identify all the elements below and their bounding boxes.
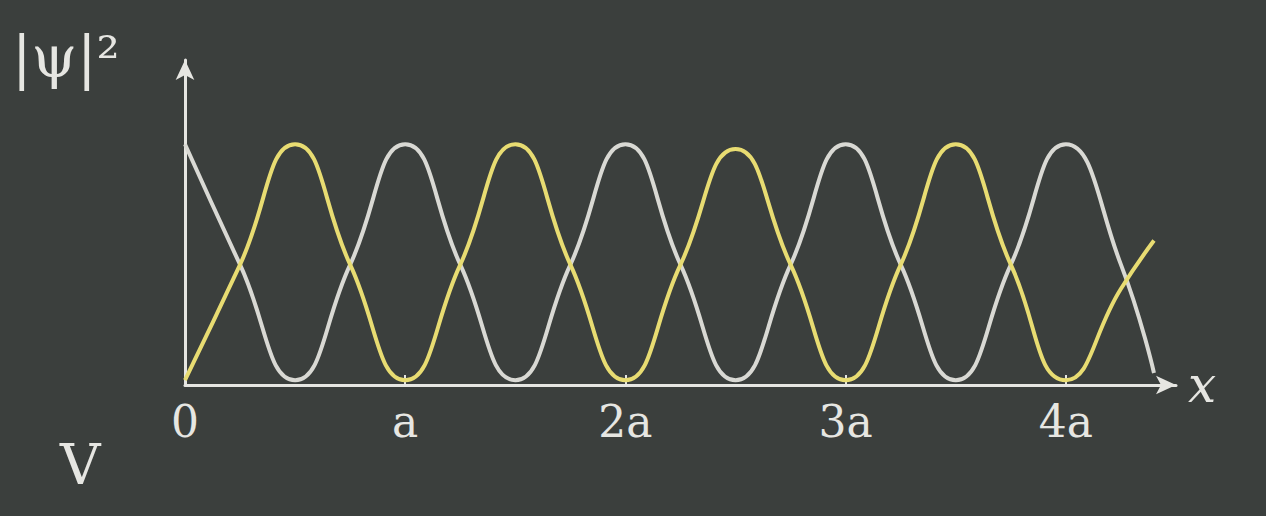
svg-text:a: a bbox=[392, 396, 418, 447]
svg-text:|ψ|²: |ψ|² bbox=[12, 23, 120, 91]
svg-text:4a: 4a bbox=[1039, 396, 1093, 447]
svg-text:V: V bbox=[59, 432, 102, 497]
svg-text:2a: 2a bbox=[598, 396, 652, 447]
svg-text:3a: 3a bbox=[819, 396, 873, 447]
svg-text:0: 0 bbox=[171, 396, 199, 447]
svg-text:x: x bbox=[1188, 356, 1216, 414]
